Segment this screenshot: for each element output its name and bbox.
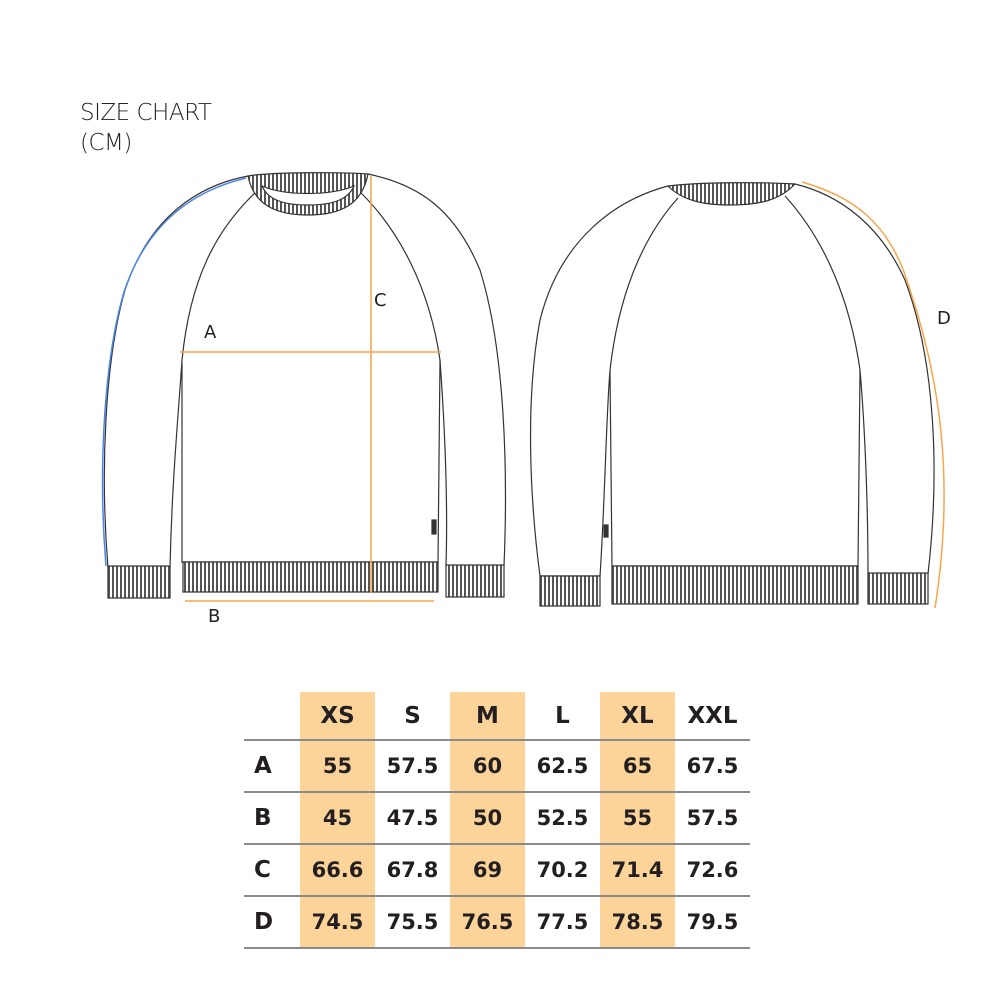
table-row-d: D 74.5 75.5 76.5 77.5 78.5 79.5	[244, 895, 750, 949]
size-table: XS S M L XL XXL A 55 57.5 60 62.5 65 67.…	[244, 692, 750, 949]
size-l: L	[555, 702, 570, 729]
cell: 74.5	[300, 895, 375, 949]
cell: 57.5	[375, 739, 450, 792]
table-row-b: B 45 47.5 50 52.5 55 57.5	[244, 791, 750, 844]
measure-d-line	[801, 181, 945, 609]
cell: 67.8	[375, 843, 450, 896]
label-a: A	[204, 322, 217, 343]
row-label: A	[244, 739, 300, 792]
cell: 57.5	[675, 791, 750, 844]
cell: 66.6	[300, 843, 375, 896]
size-chart-title: SIZE CHART (CM)	[80, 98, 212, 158]
sleeve-length-front-line	[101, 177, 247, 567]
cell: 67.5	[675, 739, 750, 792]
back-right-cuff	[867, 572, 929, 605]
back-left-cuff	[539, 575, 601, 607]
size-s: S	[404, 702, 421, 729]
cell: 62.5	[525, 739, 600, 792]
size-header-row: XS S M L XL XXL	[244, 692, 750, 740]
cell: 75.5	[375, 895, 450, 949]
cell: 78.5	[600, 895, 675, 949]
title-line-1: SIZE CHART	[80, 100, 212, 126]
cell: 47.5	[375, 791, 450, 844]
row-label: D	[244, 895, 300, 949]
label-c: C	[374, 290, 387, 311]
cell: 79.5	[675, 895, 750, 949]
front-right-cuff	[445, 564, 505, 598]
cell: 60	[450, 739, 525, 792]
front-left-cuff	[107, 565, 171, 599]
title-line-2: (CM)	[80, 130, 132, 156]
cell: 52.5	[525, 791, 600, 844]
front-sweater	[103, 172, 507, 599]
size-xs: XS	[300, 692, 375, 740]
cell: 55	[600, 791, 675, 844]
cell: 76.5	[450, 895, 525, 949]
row-label: C	[244, 843, 300, 896]
row-label: B	[244, 791, 300, 844]
cell: 72.6	[675, 843, 750, 896]
table-row-c: C 66.6 67.8 69 70.2 71.4 72.6	[244, 843, 750, 896]
back-sweater	[529, 182, 935, 607]
cell: 45	[300, 791, 375, 844]
back-collar	[666, 182, 797, 206]
size-xxl: XXL	[687, 702, 738, 729]
size-m: M	[450, 692, 525, 740]
cell: 55	[300, 739, 375, 792]
cell: 71.4	[600, 843, 675, 896]
size-xl: XL	[600, 692, 675, 740]
label-d: D	[937, 308, 951, 329]
back-hem-rib	[611, 565, 859, 605]
cell: 50	[450, 791, 525, 844]
label-b: B	[208, 606, 220, 627]
sweater-diagram: A C B D	[101, 172, 951, 627]
front-hem-rib	[182, 561, 439, 593]
cell: 77.5	[525, 895, 600, 949]
cell: 65	[600, 739, 675, 792]
cell: 70.2	[525, 843, 600, 896]
table-row-a: A 55 57.5 60 62.5 65 67.5	[244, 739, 750, 792]
cell: 69	[450, 843, 525, 896]
